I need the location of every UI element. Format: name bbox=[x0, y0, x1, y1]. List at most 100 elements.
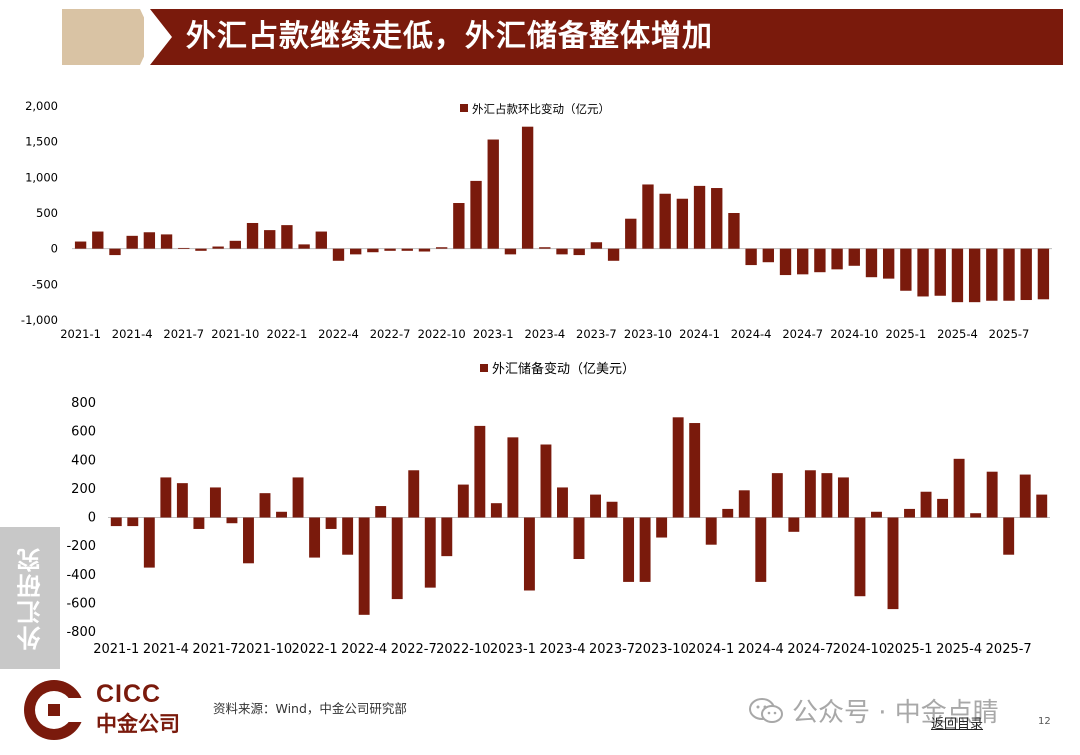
fx-funds-bar bbox=[917, 248, 929, 297]
back-to-contents-link[interactable]: 返回目录 bbox=[931, 717, 984, 732]
fx-reserves-bar bbox=[986, 471, 998, 518]
fx-funds-xtick-label: 2022-1 bbox=[267, 327, 308, 341]
fx-reserves-bar bbox=[523, 517, 535, 591]
fx-funds-bar bbox=[676, 198, 689, 249]
fx-reserves-ytick-label: 600 bbox=[71, 425, 96, 440]
fx-funds-bar bbox=[195, 248, 207, 251]
fx-funds-bar bbox=[332, 248, 345, 261]
fx-reserves-ytick-label: -800 bbox=[66, 625, 96, 640]
fx-reserves-bar bbox=[1036, 494, 1048, 518]
fx-funds-ytick-label: -500 bbox=[32, 277, 58, 291]
fx-reserves-xtick-label: 2023-4 bbox=[539, 642, 585, 657]
fx-funds-bar bbox=[848, 248, 860, 266]
logo-text-cn: 中金公司 bbox=[96, 712, 180, 736]
fx-funds-xtick-label: 2021-10 bbox=[211, 327, 259, 341]
fx-funds-xtick-label: 2022-4 bbox=[318, 327, 359, 341]
header-bar bbox=[150, 9, 1063, 65]
fx-reserves-bar bbox=[457, 484, 469, 518]
fx-reserves-bar bbox=[110, 517, 122, 527]
fx-reserves-bar bbox=[176, 483, 188, 518]
fx-reserves-bar bbox=[375, 506, 387, 518]
fx-reserves-bar bbox=[474, 425, 486, 518]
fx-reserves-xtick-label: 2022-4 bbox=[341, 642, 387, 657]
fx-reserves-bar bbox=[209, 487, 221, 518]
fx-reserves-bar bbox=[837, 477, 849, 518]
fx-reserves-bar bbox=[689, 423, 701, 518]
fx-reserves-ytick-label: 0 bbox=[88, 511, 96, 526]
page-title: 外汇占款继续走低，外汇储备整体增加 bbox=[186, 19, 713, 54]
fx-reserves-ytick-label: 400 bbox=[71, 453, 96, 468]
fx-funds-bar bbox=[143, 232, 156, 249]
fx-funds-bar bbox=[367, 248, 379, 253]
fx-funds-xtick-label: 2025-1 bbox=[885, 327, 926, 341]
fx-reserves-bar bbox=[920, 491, 932, 518]
fx-funds-bar bbox=[951, 248, 964, 303]
fx-funds-xtick-label: 2022-7 bbox=[370, 327, 411, 341]
fx-reserves-bar bbox=[606, 501, 618, 518]
fx-funds-bar bbox=[1003, 248, 1015, 301]
fx-reserves-ytick-label: -600 bbox=[66, 596, 96, 611]
fx-funds-bar bbox=[745, 248, 757, 266]
fx-funds-bar bbox=[401, 248, 413, 251]
fx-reserves-bar bbox=[490, 503, 502, 518]
fx-reserves-bar bbox=[953, 458, 965, 518]
fx-funds-bar bbox=[625, 218, 637, 249]
fx-reserves-xtick-label: 2024-7 bbox=[787, 642, 833, 657]
fx-funds-xtick-label: 2025-4 bbox=[937, 327, 978, 341]
fx-reserves-bar bbox=[325, 517, 337, 529]
side-tab: 外汇研究 bbox=[0, 527, 60, 669]
fx-funds-bar bbox=[814, 248, 826, 273]
source-note: 资料来源：Wind，中金公司研究部 bbox=[213, 701, 407, 716]
fx-funds-bar bbox=[659, 193, 671, 249]
fx-reserves-bar bbox=[871, 511, 882, 518]
fx-reserves-bar bbox=[127, 517, 139, 527]
fx-funds-bar bbox=[934, 248, 946, 296]
fx-funds-bar bbox=[384, 248, 396, 251]
fx-reserves-bar bbox=[1019, 474, 1031, 518]
fx-reserves-bar bbox=[143, 517, 155, 568]
side-tab-label: 外汇研究 bbox=[16, 546, 45, 650]
fx-funds-ytick-label: 2,000 bbox=[25, 99, 58, 113]
fx-funds-xtick-label: 2023-7 bbox=[576, 327, 617, 341]
fx-funds-bar bbox=[350, 248, 362, 255]
fx-funds-xtick-label: 2024-1 bbox=[679, 327, 720, 341]
fx-reserves-bar bbox=[226, 517, 238, 524]
fx-funds-bar bbox=[470, 180, 482, 249]
fx-reserves-bar bbox=[243, 517, 254, 564]
fx-funds-xtick-label: 2021-7 bbox=[163, 327, 204, 341]
fx-funds-xtick-label: 2021-1 bbox=[60, 327, 101, 341]
fx-funds-bar bbox=[573, 248, 585, 256]
fx-reserves-bar bbox=[722, 508, 734, 518]
fx-funds-ytick-label: 1,000 bbox=[25, 170, 58, 184]
fx-reserves-bar bbox=[193, 517, 205, 529]
fx-reserves-xtick-label: 2024-4 bbox=[738, 642, 784, 657]
fx-funds-bar bbox=[264, 230, 276, 249]
fx-funds-bar bbox=[590, 242, 603, 249]
fx-reserves-bar bbox=[904, 508, 915, 518]
fx-funds-bar bbox=[1020, 248, 1032, 301]
fx-funds-bar bbox=[521, 126, 534, 249]
fx-reserves-bar bbox=[507, 437, 519, 518]
fx-reserves-bar bbox=[309, 517, 321, 558]
fx-funds-legend-swatch bbox=[460, 104, 468, 112]
fx-funds-xtick-label: 2023-1 bbox=[473, 327, 514, 341]
fx-funds-bar bbox=[453, 203, 465, 249]
fx-reserves-bar bbox=[391, 517, 403, 600]
fx-reserves-ytick-label: 200 bbox=[71, 482, 96, 497]
cicc-logo-icon bbox=[24, 680, 84, 740]
logo-text-en: CICC bbox=[96, 680, 162, 708]
fx-funds-bar bbox=[126, 235, 138, 249]
wechat-icon bbox=[749, 697, 783, 723]
watermark-text: 公众号 · 中金点睛 bbox=[792, 698, 999, 728]
fx-reserves-xtick-label: 2025-4 bbox=[936, 642, 982, 657]
fx-funds-xtick-label: 2025-7 bbox=[989, 327, 1030, 341]
fx-reserves-ytick-label: -400 bbox=[66, 568, 96, 583]
fx-funds-bar bbox=[779, 248, 792, 276]
fx-funds-bar bbox=[435, 247, 448, 249]
fx-reserves-bar bbox=[656, 517, 668, 538]
fx-reserves-bar bbox=[259, 493, 271, 518]
fx-reserves-bar bbox=[342, 517, 354, 555]
fx-reserves-bar bbox=[1003, 517, 1015, 555]
fx-funds-bar bbox=[711, 188, 723, 249]
